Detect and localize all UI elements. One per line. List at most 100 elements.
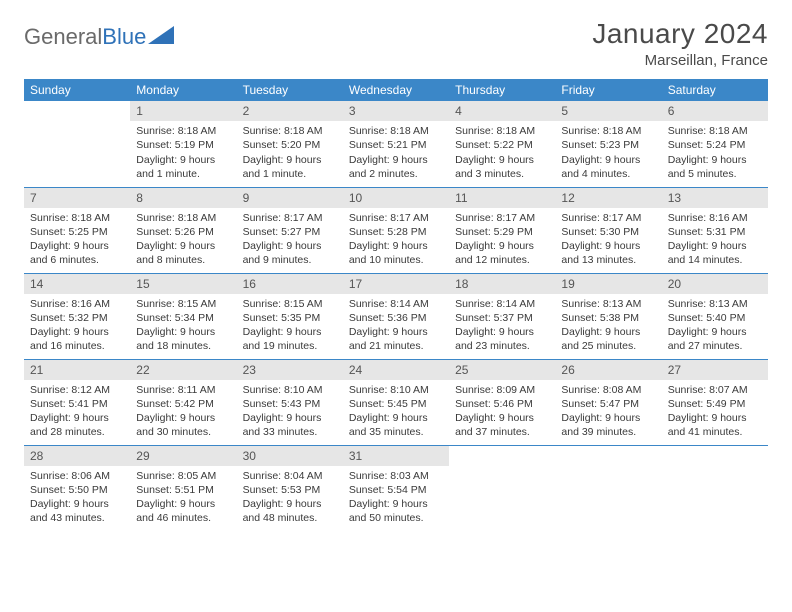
day-ss: Sunset: 5:32 PM — [30, 311, 124, 325]
day-dl2: and 5 minutes. — [668, 167, 762, 181]
day-sr: Sunrise: 8:18 AM — [136, 124, 230, 138]
day-dl1: Daylight: 9 hours — [349, 325, 443, 339]
calendar-cell: 7Sunrise: 8:18 AMSunset: 5:25 PMDaylight… — [24, 187, 130, 273]
day-body: Sunrise: 8:14 AMSunset: 5:37 PMDaylight:… — [449, 294, 555, 358]
day-dl2: and 1 minute. — [243, 167, 337, 181]
day-sr: Sunrise: 8:17 AM — [561, 211, 655, 225]
day-dl1: Daylight: 9 hours — [136, 239, 230, 253]
day-ss: Sunset: 5:45 PM — [349, 397, 443, 411]
day-body: Sunrise: 8:13 AMSunset: 5:38 PMDaylight:… — [555, 294, 661, 358]
day-dl1: Daylight: 9 hours — [349, 239, 443, 253]
day-dl2: and 30 minutes. — [136, 425, 230, 439]
day-body: Sunrise: 8:18 AMSunset: 5:25 PMDaylight:… — [24, 208, 130, 272]
day-sr: Sunrise: 8:14 AM — [455, 297, 549, 311]
day-body: Sunrise: 8:16 AMSunset: 5:32 PMDaylight:… — [24, 294, 130, 358]
day-ss: Sunset: 5:28 PM — [349, 225, 443, 239]
day-body: Sunrise: 8:10 AMSunset: 5:45 PMDaylight:… — [343, 380, 449, 444]
day-body: Sunrise: 8:18 AMSunset: 5:20 PMDaylight:… — [237, 121, 343, 185]
day-dl2: and 1 minute. — [136, 167, 230, 181]
calendar-cell: 29Sunrise: 8:05 AMSunset: 5:51 PMDayligh… — [130, 445, 236, 531]
day-dl2: and 2 minutes. — [349, 167, 443, 181]
day-sr: Sunrise: 8:18 AM — [30, 211, 124, 225]
day-number: 24 — [343, 360, 449, 380]
day-number: 8 — [130, 188, 236, 208]
day-ss: Sunset: 5:40 PM — [668, 311, 762, 325]
day-dl1: Daylight: 9 hours — [30, 497, 124, 511]
calendar-cell: 5Sunrise: 8:18 AMSunset: 5:23 PMDaylight… — [555, 101, 661, 187]
day-ss: Sunset: 5:19 PM — [136, 138, 230, 152]
day-number: 12 — [555, 188, 661, 208]
day-dl2: and 13 minutes. — [561, 253, 655, 267]
day-body: Sunrise: 8:06 AMSunset: 5:50 PMDaylight:… — [24, 466, 130, 530]
day-dl1: Daylight: 9 hours — [668, 411, 762, 425]
day-sr: Sunrise: 8:13 AM — [561, 297, 655, 311]
calendar-week: 7Sunrise: 8:18 AMSunset: 5:25 PMDaylight… — [24, 187, 768, 273]
dayname: Thursday — [449, 79, 555, 101]
calendar-cell: 6Sunrise: 8:18 AMSunset: 5:24 PMDaylight… — [662, 101, 768, 187]
day-dl1: Daylight: 9 hours — [668, 239, 762, 253]
calendar-week: 21Sunrise: 8:12 AMSunset: 5:41 PMDayligh… — [24, 359, 768, 445]
calendar-cell: 18Sunrise: 8:14 AMSunset: 5:37 PMDayligh… — [449, 273, 555, 359]
calendar-cell — [24, 101, 130, 187]
day-dl1: Daylight: 9 hours — [30, 239, 124, 253]
logo-text-1: General — [24, 24, 102, 50]
day-ss: Sunset: 5:34 PM — [136, 311, 230, 325]
day-sr: Sunrise: 8:18 AM — [349, 124, 443, 138]
day-ss: Sunset: 5:50 PM — [30, 483, 124, 497]
day-dl2: and 3 minutes. — [455, 167, 549, 181]
day-dl2: and 25 minutes. — [561, 339, 655, 353]
day-number: 3 — [343, 101, 449, 121]
day-body: Sunrise: 8:09 AMSunset: 5:46 PMDaylight:… — [449, 380, 555, 444]
day-sr: Sunrise: 8:18 AM — [136, 211, 230, 225]
dayname: Friday — [555, 79, 661, 101]
day-sr: Sunrise: 8:16 AM — [30, 297, 124, 311]
day-number: 9 — [237, 188, 343, 208]
day-dl1: Daylight: 9 hours — [136, 497, 230, 511]
day-ss: Sunset: 5:30 PM — [561, 225, 655, 239]
calendar-cell: 9Sunrise: 8:17 AMSunset: 5:27 PMDaylight… — [237, 187, 343, 273]
calendar-cell: 30Sunrise: 8:04 AMSunset: 5:53 PMDayligh… — [237, 445, 343, 531]
day-dl1: Daylight: 9 hours — [30, 325, 124, 339]
day-body: Sunrise: 8:12 AMSunset: 5:41 PMDaylight:… — [24, 380, 130, 444]
calendar-week: 28Sunrise: 8:06 AMSunset: 5:50 PMDayligh… — [24, 445, 768, 531]
header: GeneralBlue January 2024 Marseillan, Fra… — [24, 18, 768, 69]
day-sr: Sunrise: 8:18 AM — [455, 124, 549, 138]
day-dl2: and 8 minutes. — [136, 253, 230, 267]
day-number: 20 — [662, 274, 768, 294]
day-dl1: Daylight: 9 hours — [30, 411, 124, 425]
calendar-week: 14Sunrise: 8:16 AMSunset: 5:32 PMDayligh… — [24, 273, 768, 359]
day-number: 16 — [237, 274, 343, 294]
day-ss: Sunset: 5:22 PM — [455, 138, 549, 152]
day-dl2: and 10 minutes. — [349, 253, 443, 267]
day-number: 25 — [449, 360, 555, 380]
day-sr: Sunrise: 8:18 AM — [243, 124, 337, 138]
day-number: 6 — [662, 101, 768, 121]
day-dl1: Daylight: 9 hours — [561, 411, 655, 425]
calendar-cell — [662, 445, 768, 531]
day-body: Sunrise: 8:07 AMSunset: 5:49 PMDaylight:… — [662, 380, 768, 444]
calendar-cell: 19Sunrise: 8:13 AMSunset: 5:38 PMDayligh… — [555, 273, 661, 359]
day-body: Sunrise: 8:18 AMSunset: 5:21 PMDaylight:… — [343, 121, 449, 185]
day-dl2: and 33 minutes. — [243, 425, 337, 439]
day-dl2: and 18 minutes. — [136, 339, 230, 353]
day-dl1: Daylight: 9 hours — [668, 325, 762, 339]
day-dl1: Daylight: 9 hours — [243, 239, 337, 253]
day-sr: Sunrise: 8:16 AM — [668, 211, 762, 225]
day-dl2: and 27 minutes. — [668, 339, 762, 353]
calendar-cell: 26Sunrise: 8:08 AMSunset: 5:47 PMDayligh… — [555, 359, 661, 445]
day-sr: Sunrise: 8:15 AM — [136, 297, 230, 311]
day-dl2: and 14 minutes. — [668, 253, 762, 267]
calendar-cell: 3Sunrise: 8:18 AMSunset: 5:21 PMDaylight… — [343, 101, 449, 187]
day-ss: Sunset: 5:23 PM — [561, 138, 655, 152]
day-ss: Sunset: 5:21 PM — [349, 138, 443, 152]
calendar-cell: 24Sunrise: 8:10 AMSunset: 5:45 PMDayligh… — [343, 359, 449, 445]
logo-text-2: Blue — [102, 24, 146, 50]
dayname: Tuesday — [237, 79, 343, 101]
day-number: 4 — [449, 101, 555, 121]
day-sr: Sunrise: 8:12 AM — [30, 383, 124, 397]
calendar-cell — [555, 445, 661, 531]
day-sr: Sunrise: 8:08 AM — [561, 383, 655, 397]
day-dl1: Daylight: 9 hours — [243, 325, 337, 339]
day-dl2: and 9 minutes. — [243, 253, 337, 267]
calendar-cell: 25Sunrise: 8:09 AMSunset: 5:46 PMDayligh… — [449, 359, 555, 445]
